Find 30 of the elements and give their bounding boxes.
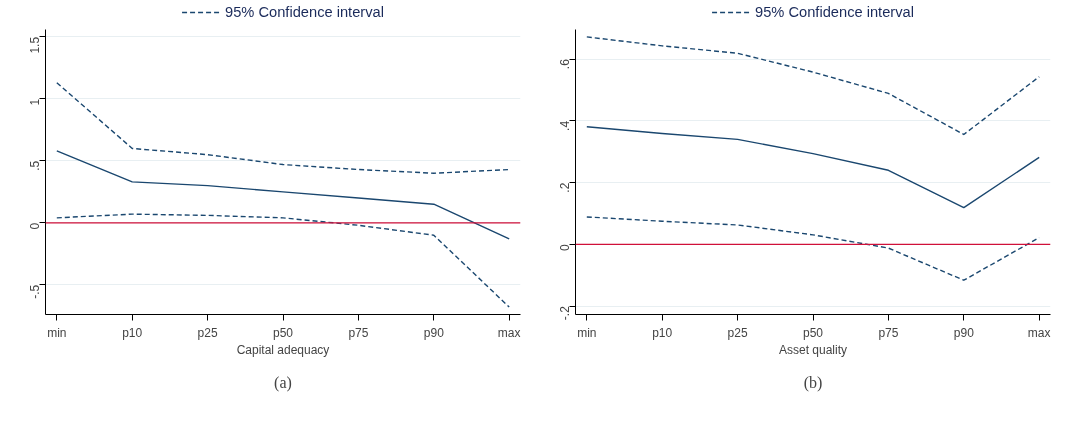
- y-tick-label: -.5: [28, 284, 42, 299]
- x-tick-label: p50: [272, 325, 294, 340]
- y-tick-label: .2: [558, 182, 572, 193]
- x-tick-label: p90: [953, 325, 975, 340]
- text: (b): [803, 374, 823, 392]
- x-tick-label: max: [497, 325, 521, 340]
- y-tick-label: -.2: [558, 305, 572, 321]
- y-tick-label: 0: [558, 244, 572, 252]
- x-tick-label: p25: [197, 325, 218, 340]
- x-tick-label: p50: [802, 325, 824, 340]
- text: (a): [274, 374, 292, 392]
- y-tick-label: 1: [28, 98, 42, 106]
- y-tick-label: .5: [28, 160, 42, 171]
- x-tick-label: p25: [727, 325, 748, 340]
- x-tick-label: max: [1027, 325, 1051, 340]
- legend-label: 95% Confidence interval: [225, 4, 384, 20]
- y-tick-label: .6: [558, 58, 572, 70]
- y-tick-label: 0: [28, 222, 42, 230]
- x-tick-label: p75: [878, 325, 899, 340]
- x-axis-title: Asset quality: [778, 342, 848, 357]
- x-tick-label: p10: [652, 325, 673, 340]
- x-axis-title: Capital adequacy: [236, 342, 330, 357]
- x-tick-label: min: [577, 325, 597, 340]
- x-tick-label: p90: [423, 325, 445, 340]
- x-tick-label: p75: [348, 325, 369, 340]
- y-tick-label: 1.5: [28, 36, 42, 54]
- x-tick-label: min: [47, 325, 67, 340]
- x-tick-label: p10: [122, 325, 143, 340]
- legend-label: 95% Confidence interval: [755, 4, 914, 20]
- y-tick-label: .4: [558, 120, 572, 131]
